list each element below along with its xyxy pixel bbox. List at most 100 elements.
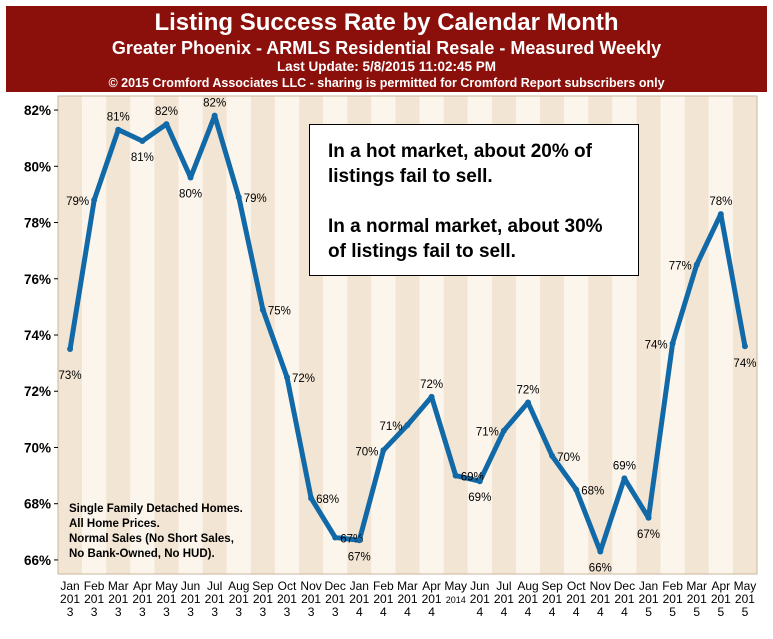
x-tick-year-digit: 3 — [211, 605, 218, 619]
x-tick-year-digit: 4 — [501, 605, 508, 619]
data-point — [717, 211, 724, 218]
x-tick-year: 201 — [663, 592, 683, 606]
data-point — [741, 343, 748, 350]
data-point — [235, 194, 242, 201]
x-tick-month: Apr — [133, 579, 152, 593]
month-band — [636, 96, 661, 574]
x-tick-year: 201 — [735, 592, 755, 606]
data-label: 79% — [66, 196, 89, 208]
x-tick-month: Apr — [712, 579, 731, 593]
x-tick-year-digit: 4 — [356, 605, 363, 619]
data-point — [115, 126, 122, 133]
data-label: 70% — [355, 446, 378, 458]
x-tick-year-digit: 4 — [428, 605, 435, 619]
month-band — [154, 96, 179, 574]
y-tick-label: 68% — [24, 497, 51, 512]
x-tick-year-digit: 3 — [67, 605, 74, 619]
x-tick-month: May — [155, 579, 178, 593]
y-tick-label: 70% — [24, 440, 51, 455]
data-label: 81% — [131, 152, 154, 164]
data-point — [211, 112, 218, 119]
x-tick-month: Jun — [470, 579, 489, 593]
x-tick-month: Jun — [181, 579, 200, 593]
chart-header-banner: Listing Success Rate by Calendar Month G… — [6, 6, 767, 92]
data-point — [428, 393, 435, 400]
data-point — [187, 174, 194, 181]
x-tick-month: Dec — [325, 579, 346, 593]
x-tick-year: 201 — [397, 592, 417, 606]
data-point — [332, 534, 339, 541]
x-tick-month: Aug — [228, 579, 249, 593]
x-tick-year-digit: 4 — [621, 605, 628, 619]
x-tick-month: Feb — [662, 579, 683, 593]
data-point — [380, 447, 387, 454]
month-band — [708, 96, 733, 574]
x-tick-year: 201 — [253, 592, 273, 606]
callout-hot-market: In a hot market, about 20% of listings f… — [328, 141, 592, 187]
y-tick-label: 80% — [24, 159, 51, 174]
data-point — [452, 472, 459, 479]
x-tick-year: 201 — [325, 592, 345, 606]
data-point — [139, 137, 146, 144]
y-tick-label: 74% — [24, 328, 51, 343]
data-label: 69% — [613, 460, 636, 472]
data-point — [476, 478, 483, 485]
x-tick-year: 201 — [60, 592, 80, 606]
x-tick-year: 201 — [205, 592, 225, 606]
x-tick-year: 201 — [108, 592, 128, 606]
x-tick-year: 201 — [711, 592, 731, 606]
data-label: 68% — [316, 494, 339, 506]
x-tick-month: Mar — [686, 579, 707, 593]
x-tick-month: Nov — [300, 579, 321, 593]
data-label: 82% — [203, 98, 226, 110]
footnote-line: No Bank-Owned, No HUD). — [69, 548, 215, 560]
data-point — [669, 340, 676, 347]
x-tick-year: 201 — [373, 592, 393, 606]
x-tick-year-digit: 5 — [742, 605, 749, 619]
data-point — [283, 374, 290, 381]
data-label: 71% — [379, 421, 402, 433]
data-label: 74% — [733, 358, 756, 370]
month-band — [130, 96, 155, 574]
data-label: 70% — [557, 452, 580, 464]
chart-title: Listing Success Rate by Calendar Month — [154, 9, 619, 36]
x-tick-year: 201 — [132, 592, 152, 606]
data-point — [404, 421, 411, 428]
data-label: 67% — [637, 529, 660, 541]
x-tick-year: 201 — [277, 592, 297, 606]
x-tick-year: 201 — [470, 592, 490, 606]
month-band — [684, 96, 709, 574]
data-point — [91, 197, 98, 204]
x-tick-month: May — [734, 579, 757, 593]
data-label: 74% — [645, 339, 668, 351]
x-tick-year-digit: 3 — [187, 605, 194, 619]
data-point — [597, 548, 604, 555]
x-tick-year-digit: 4 — [525, 605, 532, 619]
y-tick-label: 66% — [24, 553, 51, 568]
x-tick-year: 201 — [156, 592, 176, 606]
footnote-line: All Home Prices. — [69, 518, 160, 530]
data-label: 67% — [348, 551, 371, 563]
x-tick-month: Oct — [567, 579, 586, 593]
x-tick-month: Mar — [108, 579, 129, 593]
x-tick-month: Jul — [496, 579, 511, 593]
x-tick-year-digit: 5 — [645, 605, 652, 619]
x-tick-month: Sep — [252, 579, 274, 593]
x-tick-year: 201 — [639, 592, 659, 606]
x-tick-year-digit: 3 — [260, 605, 267, 619]
x-tick-month: Jan — [350, 579, 369, 593]
x-tick-year: 201 — [518, 592, 538, 606]
x-tick-year-digit: 5 — [693, 605, 700, 619]
x-tick-year-digit: 5 — [669, 605, 676, 619]
x-tick-year: 2014 — [446, 595, 466, 605]
x-tick-year: 201 — [494, 592, 514, 606]
x-tick-year-digit: 4 — [573, 605, 580, 619]
x-tick-year: 201 — [229, 592, 249, 606]
x-tick-year-digit: 3 — [139, 605, 146, 619]
x-tick-month: Feb — [84, 579, 105, 593]
x-tick-year-digit: 4 — [380, 605, 387, 619]
data-point — [356, 537, 363, 544]
data-label: 72% — [420, 379, 443, 391]
data-label: 82% — [155, 106, 178, 118]
data-label: 78% — [709, 196, 732, 208]
